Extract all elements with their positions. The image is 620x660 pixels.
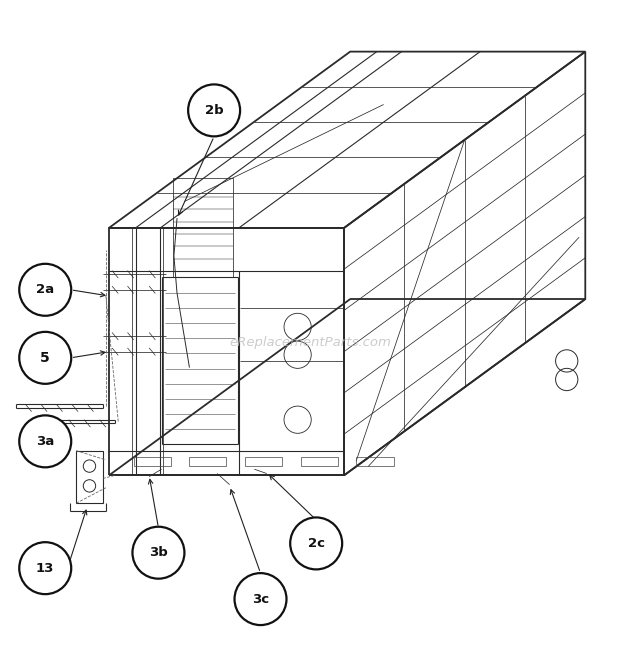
Circle shape <box>290 517 342 570</box>
Text: 13: 13 <box>36 562 55 575</box>
Circle shape <box>19 542 71 594</box>
Bar <box>356 457 394 466</box>
Text: 2b: 2b <box>205 104 223 117</box>
Text: 3a: 3a <box>36 435 55 448</box>
Text: 3b: 3b <box>149 546 168 559</box>
Bar <box>134 457 171 466</box>
Text: 3c: 3c <box>252 593 269 606</box>
Text: eReplacementParts.com: eReplacementParts.com <box>229 336 391 349</box>
Circle shape <box>234 573 286 625</box>
Text: 5: 5 <box>40 351 50 365</box>
Circle shape <box>19 415 71 467</box>
Circle shape <box>133 527 184 579</box>
Circle shape <box>188 84 240 137</box>
Bar <box>245 457 282 466</box>
Circle shape <box>19 332 71 384</box>
Text: 2a: 2a <box>36 283 55 296</box>
Bar <box>189 457 226 466</box>
Bar <box>301 457 338 466</box>
Text: 2c: 2c <box>308 537 325 550</box>
Circle shape <box>19 264 71 315</box>
